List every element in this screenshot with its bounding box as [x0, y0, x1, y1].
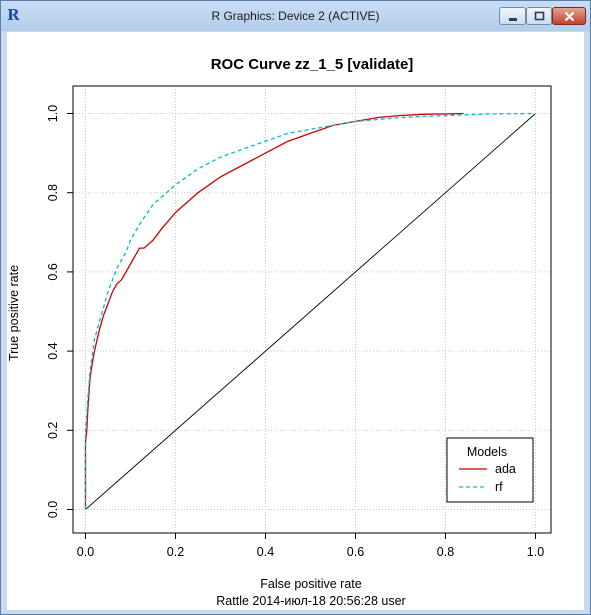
maximize-icon	[534, 11, 545, 21]
legend-box	[446, 437, 534, 503]
window-title: R Graphics: Device 2 (ACTIVE)	[211, 9, 380, 23]
y-axis-label: True positive rate	[7, 265, 21, 361]
y-tick-label: 0.6	[46, 263, 60, 280]
maximize-button[interactable]	[526, 7, 552, 25]
title-bar[interactable]: R R Graphics: Device 2 (ACTIVE)	[1, 1, 590, 31]
legend-label-ada: ada	[495, 462, 516, 476]
x-tick-label: 0.0	[77, 545, 94, 559]
r-logo-icon: R	[7, 6, 20, 24]
series-line-rf	[84, 112, 536, 510]
roc-chart: ROC Curve zz_1_5 [validate] 0.0 0.2 0.4 0.6…	[7, 56, 552, 608]
y-tick-label: 0.8	[46, 184, 60, 201]
footer-caption: Rattle 2014-июл-18 20:56:28 user	[216, 594, 405, 608]
x-tick-label: 0.2	[167, 545, 184, 559]
legend-title: Models	[467, 445, 507, 459]
close-button[interactable]	[552, 7, 586, 25]
x-tick-label: 0.8	[437, 545, 454, 559]
chart-title: ROC Curve zz_1_5 [validate]	[211, 56, 414, 73]
series-line-ada	[84, 112, 464, 510]
minimize-button[interactable]	[499, 7, 526, 25]
y-tick-label: 0.0	[46, 501, 60, 518]
minimize-icon	[509, 18, 517, 21]
y-tick-label: 1.0	[46, 105, 60, 122]
plot-area: ROC Curve zz_1_5 [validate] 0.0 0.2 0.4 0.6…	[7, 32, 584, 610]
reference-diagonal-line	[85, 113, 536, 510]
close-icon	[564, 11, 575, 22]
legend: Models ada rf	[446, 437, 534, 503]
x-tick-label: 0.6	[347, 545, 364, 559]
y-tick-label: 0.4	[46, 342, 60, 359]
x-axis-label: False positive rate	[260, 577, 361, 591]
y-tick-label: 0.2	[46, 422, 60, 439]
x-tick-label: 0.4	[257, 545, 274, 559]
x-tick-label: 1.0	[527, 545, 544, 559]
legend-label-rf: rf	[495, 480, 503, 494]
plot-frame	[72, 85, 552, 534]
